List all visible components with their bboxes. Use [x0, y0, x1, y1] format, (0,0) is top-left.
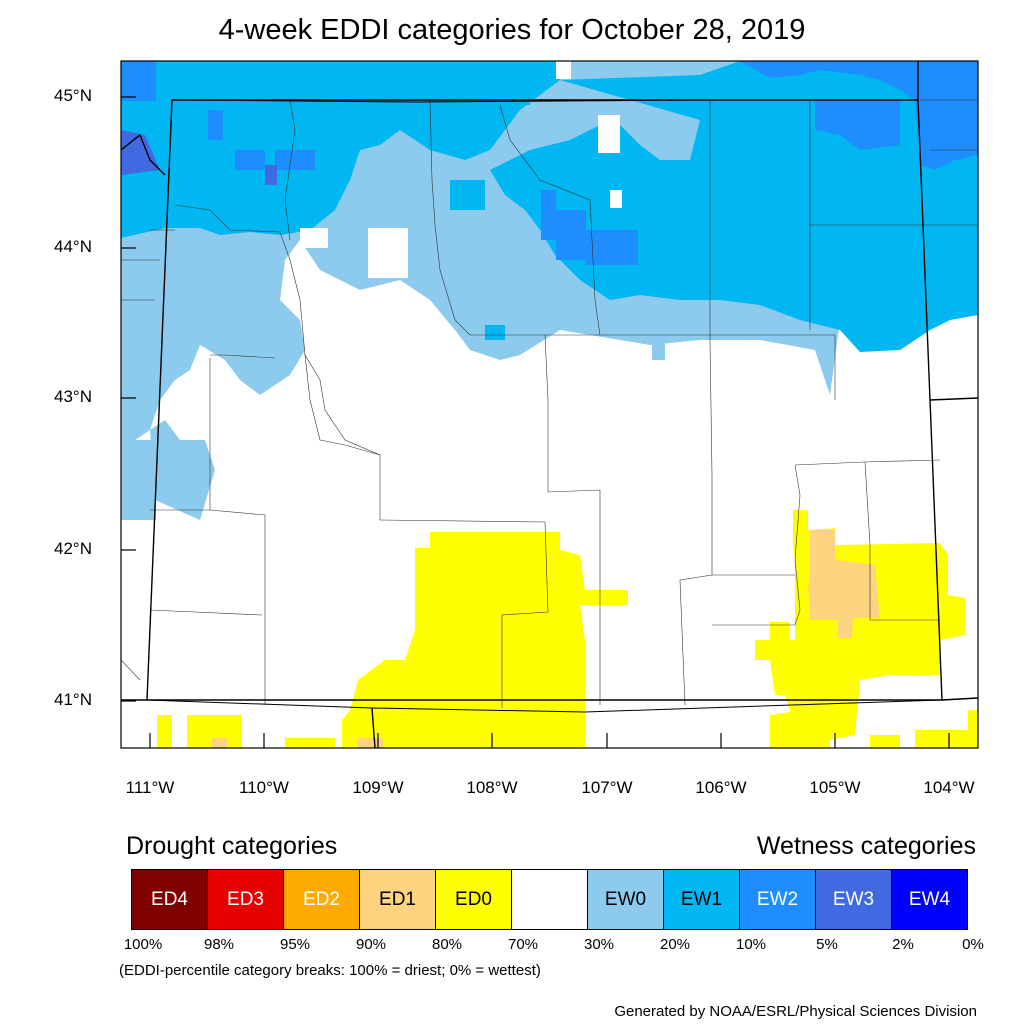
category-legend: ED4 ED3 ED2 ED1 ED0 EW0 EW1 EW2 EW3 EW4 — [131, 869, 968, 930]
break-80: 80% — [431, 936, 463, 953]
legend-ew1: EW1 — [664, 870, 740, 929]
legend-ed2: ED2 — [284, 870, 360, 929]
lon-label-108: 108°W — [466, 778, 518, 797]
lon-label-110: 110°W — [239, 778, 289, 797]
map-title: 4-week EDDI categories for October 28, 2… — [218, 14, 806, 46]
legend-ew0: EW0 — [588, 870, 664, 929]
ew3-region — [121, 130, 277, 185]
legend-ew3: EW3 — [816, 870, 892, 929]
break-10: 10% — [735, 936, 767, 953]
lon-label-106: 106°W — [695, 778, 747, 797]
lat-label-44: 44°N — [54, 237, 92, 256]
legend-ed4: ED4 — [132, 870, 208, 929]
legend-ed1: ED1 — [360, 870, 436, 929]
lat-label-43: 43°N — [54, 387, 92, 406]
axis-ticks — [121, 96, 950, 748]
legend-ew4: EW4 — [892, 870, 967, 929]
lon-label-111: 111°W — [125, 778, 175, 797]
ed1-region — [212, 530, 880, 748]
drought-categories-heading: Drought categories — [126, 832, 338, 860]
legend-normal — [512, 870, 588, 929]
break-0: 0% — [962, 936, 984, 953]
lat-label-45: 45°N — [54, 86, 92, 105]
legend-ed3: ED3 — [208, 870, 284, 929]
lon-label-107: 107°W — [581, 778, 633, 797]
lon-label-109: 109°W — [352, 778, 404, 797]
credit-text: Generated by NOAA/ESRL/Physical Sciences… — [614, 1003, 977, 1020]
map-frame — [120, 60, 979, 749]
break-2: 2% — [892, 936, 914, 953]
lat-label-41: 41°N — [54, 690, 92, 709]
wetness-categories-heading: Wetness categories — [756, 832, 976, 860]
legend-ed0: ED0 — [436, 870, 512, 929]
break-90: 90% — [355, 936, 387, 953]
lon-label-104: 104°W — [923, 778, 975, 797]
break-70: 70% — [507, 936, 539, 953]
break-5: 5% — [816, 936, 838, 953]
break-20: 20% — [659, 936, 691, 953]
break-100: 100% — [123, 936, 163, 953]
lat-label-42: 42°N — [54, 539, 92, 558]
break-95: 95% — [279, 936, 311, 953]
legend-ew2: EW2 — [740, 870, 816, 929]
category-note: (EDDI-percentile category breaks: 100% =… — [119, 962, 541, 979]
break-98: 98% — [203, 936, 235, 953]
break-30: 30% — [583, 936, 615, 953]
lon-label-105: 105°W — [809, 778, 861, 797]
normal-gaps — [300, 61, 622, 278]
ed0-region — [157, 510, 978, 748]
county-lines — [121, 99, 978, 708]
state-interior-lines — [146, 699, 943, 713]
